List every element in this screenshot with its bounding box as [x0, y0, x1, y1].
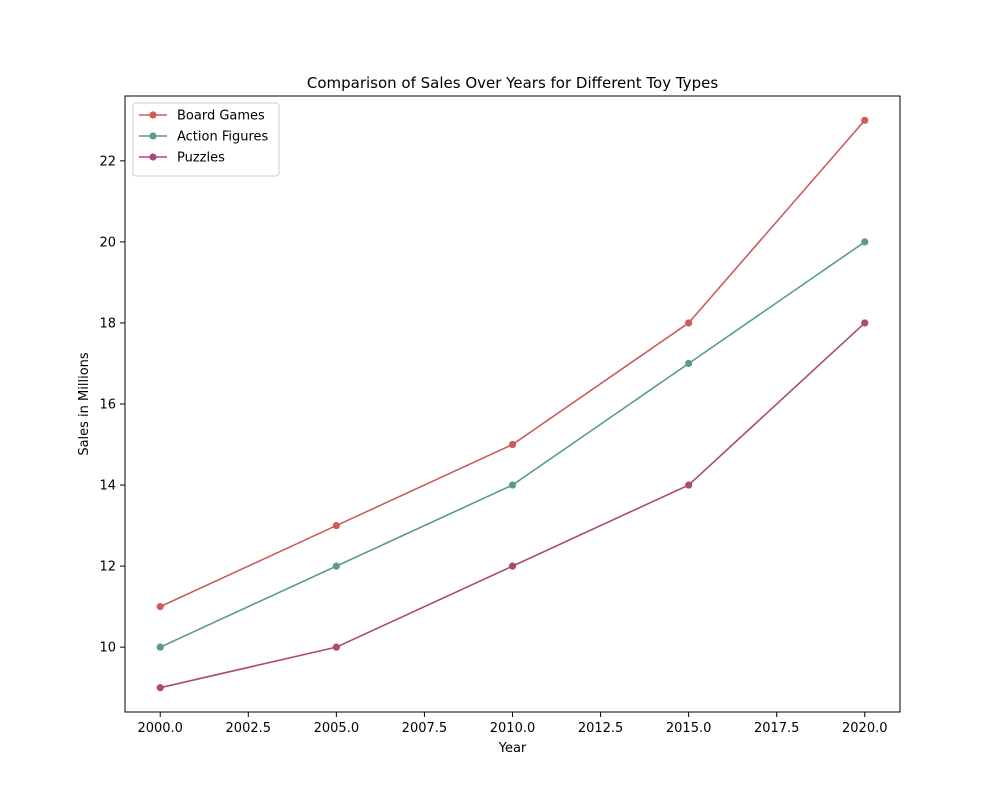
x-tick-label: 2020.0 — [842, 721, 888, 736]
data-point — [861, 116, 869, 124]
y-tick-label: 20 — [99, 235, 116, 250]
legend-swatch-marker — [149, 111, 157, 119]
legend-swatch-marker — [149, 153, 157, 161]
x-tick-label: 2010.0 — [490, 721, 536, 736]
data-point — [861, 319, 869, 327]
y-tick-label: 12 — [99, 560, 116, 575]
data-point — [685, 481, 693, 489]
x-tick-label: 2000.0 — [137, 721, 183, 736]
plot-area — [156, 116, 869, 692]
x-tick-label: 2007.5 — [402, 721, 448, 736]
data-point — [508, 562, 517, 570]
legend: Board Games Action Figures Puzzles — [132, 102, 280, 177]
legend-label: Puzzles — [177, 151, 225, 166]
x-tick-label: 2012.5 — [578, 721, 624, 736]
data-point — [332, 562, 340, 570]
data-point — [685, 319, 693, 327]
x-tick-label: 2017.5 — [754, 721, 800, 736]
legend-swatch-marker — [149, 132, 157, 140]
data-point — [685, 359, 693, 368]
data-point — [156, 603, 164, 611]
series-line — [160, 322, 866, 689]
data-point — [332, 643, 340, 651]
x-tick-label: 2005.0 — [314, 721, 360, 736]
data-point — [861, 238, 869, 246]
data-point — [156, 643, 164, 651]
x-tick-label: 2002.5 — [226, 721, 272, 736]
data-point — [508, 481, 517, 489]
series-line — [159, 119, 866, 608]
y-axis-label: Sales in Millions — [77, 352, 92, 456]
data-point — [332, 521, 340, 530]
y-tick-label: 14 — [99, 479, 116, 494]
y-tick-label: 10 — [99, 641, 116, 656]
y-tick-label: 16 — [99, 398, 116, 413]
chart-title: Comparison of Sales Over Years for Diffe… — [307, 74, 718, 92]
x-axis-label: Year — [498, 741, 527, 756]
legend-label: Board Games — [177, 109, 265, 124]
y-tick-label: 22 — [99, 154, 116, 169]
legend-box — [132, 102, 280, 177]
legend-label: Action Figures — [177, 130, 269, 145]
data-point — [156, 684, 164, 692]
axes: 2000.0 2002.5 2005.0 2007.5 2010.0 2012.5 2015… — [99, 95, 901, 736]
data-point — [508, 440, 517, 449]
plot-frame — [124, 95, 901, 713]
y-tick-label: 18 — [99, 316, 116, 331]
x-tick-label: 2015.0 — [666, 721, 712, 736]
